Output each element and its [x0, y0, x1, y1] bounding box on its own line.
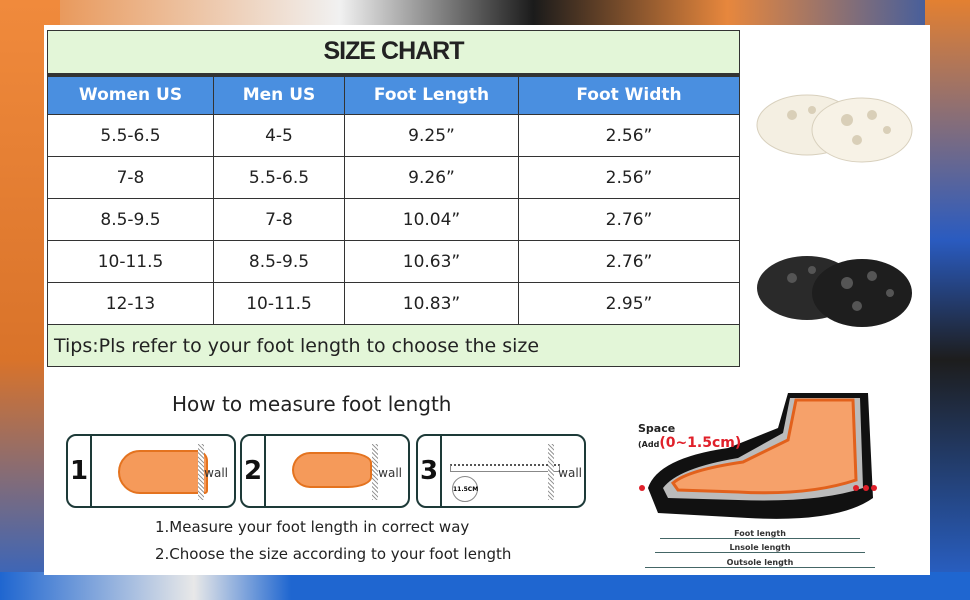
wall-label: wall	[558, 466, 582, 480]
header-foot-length: Foot Length	[344, 72, 519, 115]
measure-title: How to measure foot length	[172, 392, 452, 416]
measure-step-2: 2 wall	[240, 434, 410, 508]
add-value: (0~1.5cm)	[659, 435, 742, 451]
instruction-1: 1.Measure your foot length in correct wa…	[155, 518, 470, 536]
wall-hatch	[198, 444, 204, 500]
wall-hatch	[548, 444, 554, 500]
table-row: 5.5-6.5 4-5 9.25” 2.56”	[47, 114, 740, 157]
insole-length-label: Lnsole length	[655, 543, 865, 553]
space-label: Space (Add(0~1.5cm)	[638, 422, 741, 451]
foot-top-icon	[292, 452, 372, 488]
size-chart-title: SIZE CHART	[47, 30, 740, 75]
cell: 10.83”	[344, 282, 519, 325]
cell: 5.5-6.5	[213, 156, 345, 199]
table-row: 7-8 5.5-6.5 9.26” 2.56”	[47, 156, 740, 199]
cell: 12-13	[47, 282, 214, 325]
cell: 2.95”	[518, 282, 740, 325]
table-row: 8.5-9.5 7-8 10.04” 2.76”	[47, 198, 740, 241]
header-women-us: Women US	[47, 72, 214, 115]
foot-length-label: Foot length	[660, 529, 860, 539]
step-number: 1	[68, 436, 92, 506]
wall-label: wall	[204, 466, 228, 480]
cell: 4-5	[213, 114, 345, 157]
cell: 2.76”	[518, 240, 740, 283]
table-row: 10-11.5 8.5-9.5 10.63” 2.76”	[47, 240, 740, 283]
cell: 9.25”	[344, 114, 519, 157]
foot-side-icon	[118, 450, 208, 494]
background-photo-right	[925, 0, 970, 600]
cell: 8.5-9.5	[47, 198, 214, 241]
cell: 2.56”	[518, 114, 740, 157]
foot-in-shoe-diagram	[639, 393, 877, 519]
ruler-reading: 11.5CM	[452, 476, 478, 502]
cell: 5.5-6.5	[47, 114, 214, 157]
cell: 10.04”	[344, 198, 519, 241]
header-men-us: Men US	[213, 72, 345, 115]
cell: 10.63”	[344, 240, 519, 283]
cell: 7-8	[213, 198, 345, 241]
cell: 10-11.5	[213, 282, 345, 325]
instruction-2: 2.Choose the size according to your foot…	[155, 545, 512, 563]
step-number: 2	[242, 436, 266, 506]
black-slippers-image	[757, 256, 912, 327]
cell: 10-11.5	[47, 240, 214, 283]
white-slippers-image	[756, 94, 913, 163]
cell: 2.76”	[518, 198, 740, 241]
ruler-icon	[450, 464, 560, 472]
outsole-length-label: Outsole length	[645, 558, 875, 568]
wall-hatch	[372, 444, 378, 500]
space-title: Space	[638, 422, 676, 435]
measure-step-3: 3 11.5CM wall	[416, 434, 586, 508]
add-prefix: (Add	[638, 440, 660, 449]
cell: 7-8	[47, 156, 214, 199]
size-chart-table: SIZE CHART Women US Men US Foot Length F…	[47, 30, 740, 367]
cell: 2.56”	[518, 156, 740, 199]
table-row: 12-13 10-11.5 10.83” 2.95”	[47, 282, 740, 325]
wall-label: wall	[378, 466, 402, 480]
step-number: 3	[418, 436, 442, 506]
tips-text: Tips:Pls refer to your foot length to ch…	[47, 324, 740, 367]
background-photo-bottom	[0, 572, 970, 600]
header-foot-width: Foot Width	[518, 72, 740, 115]
cell: 8.5-9.5	[213, 240, 345, 283]
measure-step-1: 1 wall	[66, 434, 236, 508]
cell: 9.26”	[344, 156, 519, 199]
